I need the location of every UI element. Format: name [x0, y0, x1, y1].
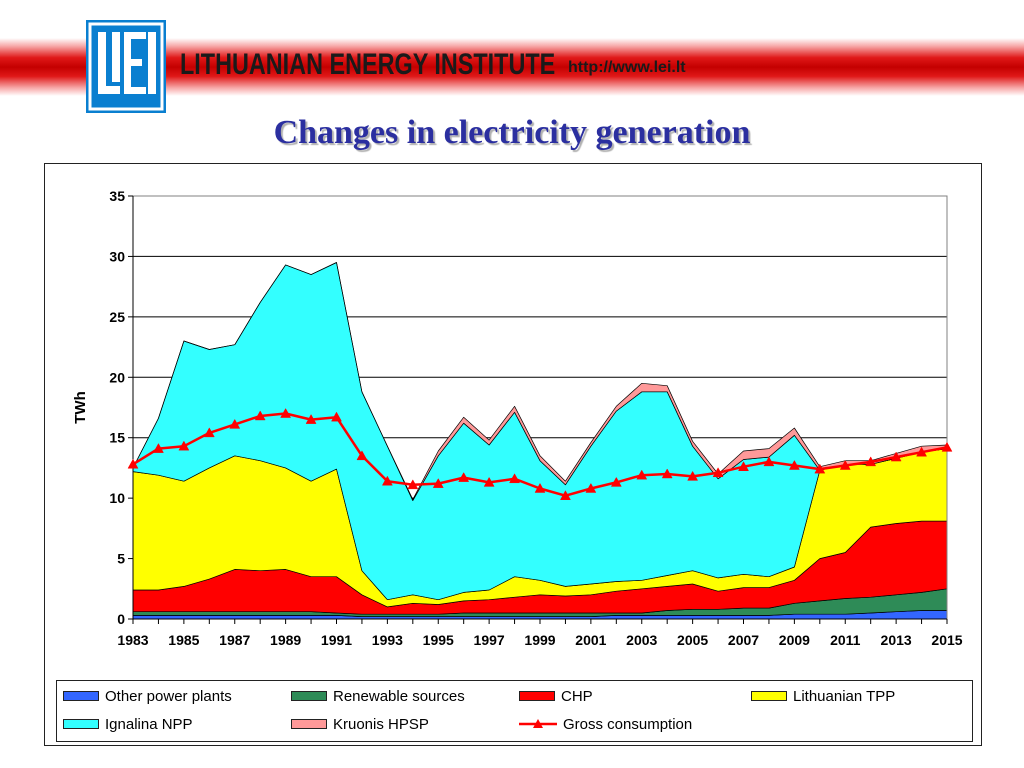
marker-gross-consumption — [407, 479, 419, 490]
marker-gross-consumption — [814, 463, 826, 474]
marker-gross-consumption — [712, 467, 724, 478]
marker-gross-consumption — [534, 482, 546, 493]
marker-gross-consumption — [839, 459, 851, 470]
marker-gross-consumption — [127, 458, 139, 469]
marker-gross-consumption — [890, 451, 902, 462]
legend-label: Other power plants — [105, 687, 232, 705]
marker-gross-consumption — [763, 456, 775, 467]
marker-gross-consumption — [356, 450, 368, 461]
x-tick-label: 2011 — [830, 632, 861, 648]
x-tick-label: 1999 — [524, 632, 555, 648]
x-tick-label: 1995 — [423, 632, 454, 648]
y-axis-label: TWh — [72, 391, 89, 423]
legend-label: Lithuanian TPP — [793, 687, 896, 705]
x-tick-label: 2013 — [881, 632, 912, 648]
y-tick-label: 20 — [109, 369, 125, 385]
y-tick-label: 0 — [117, 611, 125, 627]
y-tick-label: 15 — [109, 430, 125, 446]
marker-gross-consumption — [941, 441, 953, 452]
y-tick-label: 10 — [109, 490, 125, 506]
x-tick-label: 2015 — [931, 632, 962, 648]
page-title: Changes in electricity generation — [273, 114, 751, 151]
x-tick-label: 1993 — [372, 632, 403, 648]
x-tick-label: 2003 — [626, 632, 657, 648]
x-tick-label: 2009 — [779, 632, 810, 648]
y-tick-label: 25 — [109, 309, 125, 325]
marker-gross-consumption — [483, 476, 495, 487]
marker-gross-consumption — [203, 427, 215, 438]
marker-gross-consumption — [788, 459, 800, 470]
x-tick-label: 1985 — [168, 632, 199, 648]
x-tick-label: 1983 — [117, 632, 148, 648]
legend-label: Gross consumption — [563, 715, 693, 733]
y-tick-label: 35 — [109, 188, 125, 204]
x-tick-label: 2007 — [728, 632, 759, 648]
marker-gross-consumption — [381, 475, 393, 486]
marker-gross-consumption — [153, 443, 164, 453]
marker-gross-consumption — [916, 446, 927, 457]
marker-gross-consumption — [610, 476, 622, 487]
marker-gross-consumption — [305, 414, 317, 424]
marker-gross-consumption — [738, 461, 749, 471]
y-tick-label: 5 — [117, 551, 125, 567]
legend-swatch — [63, 691, 99, 701]
legend-item: Other power plants — [63, 687, 232, 705]
legend-item: Gross consumption — [519, 715, 692, 733]
marker-gross-consumption — [636, 469, 648, 480]
legend-label: Kruonis HPSP — [333, 715, 429, 733]
marker-gross-consumption — [509, 473, 520, 484]
marker-gross-consumption — [254, 410, 266, 421]
marker-gross-consumption — [280, 408, 292, 418]
legend-swatch — [751, 691, 787, 701]
x-tick-label: 2005 — [677, 632, 708, 648]
x-tick-label: 1989 — [270, 632, 301, 648]
legend-swatch — [519, 691, 555, 701]
legend-item: Lithuanian TPP — [751, 687, 895, 705]
legend-item: Kruonis HPSP — [291, 715, 429, 733]
institute-url[interactable]: http://www.lei.lt — [568, 59, 686, 76]
x-tick-label: 2001 — [575, 632, 606, 648]
x-tick-label: 1987 — [219, 632, 250, 648]
legend-line-marker — [519, 719, 557, 728]
x-tick-label: 1997 — [474, 632, 505, 648]
y-tick-label: 30 — [109, 248, 125, 264]
legend-item: CHP — [519, 687, 593, 705]
marker-gross-consumption — [178, 440, 190, 451]
legend-swatch — [63, 719, 99, 729]
marker-gross-consumption — [585, 482, 597, 493]
marker-gross-consumption — [661, 468, 673, 479]
legend-label: Renewable sources — [333, 687, 465, 705]
x-tick-label: 1991 — [321, 632, 352, 648]
institute-name: LITHUANIAN ENERGY INSTITUTE — [180, 48, 556, 81]
chart-legend: Other power plants Renewable sources CHP Li… — [56, 680, 973, 742]
header-banner — [0, 38, 1024, 96]
marker-gross-consumption — [331, 411, 342, 422]
marker-gross-consumption — [458, 472, 470, 482]
legend-swatch — [291, 719, 327, 729]
legend-label: CHP — [561, 687, 593, 705]
marker-gross-consumption — [865, 456, 877, 467]
marker-gross-consumption — [687, 470, 699, 481]
marker-gross-consumption — [229, 418, 241, 429]
marker-gross-consumption — [560, 490, 571, 500]
marker-gross-consumption — [432, 478, 444, 488]
legend-swatch — [291, 691, 327, 701]
legend-item: Ignalina NPP — [63, 715, 193, 733]
lei-logo — [86, 20, 166, 113]
legend-label: Ignalina NPP — [105, 715, 193, 733]
legend-item: Renewable sources — [291, 687, 465, 705]
